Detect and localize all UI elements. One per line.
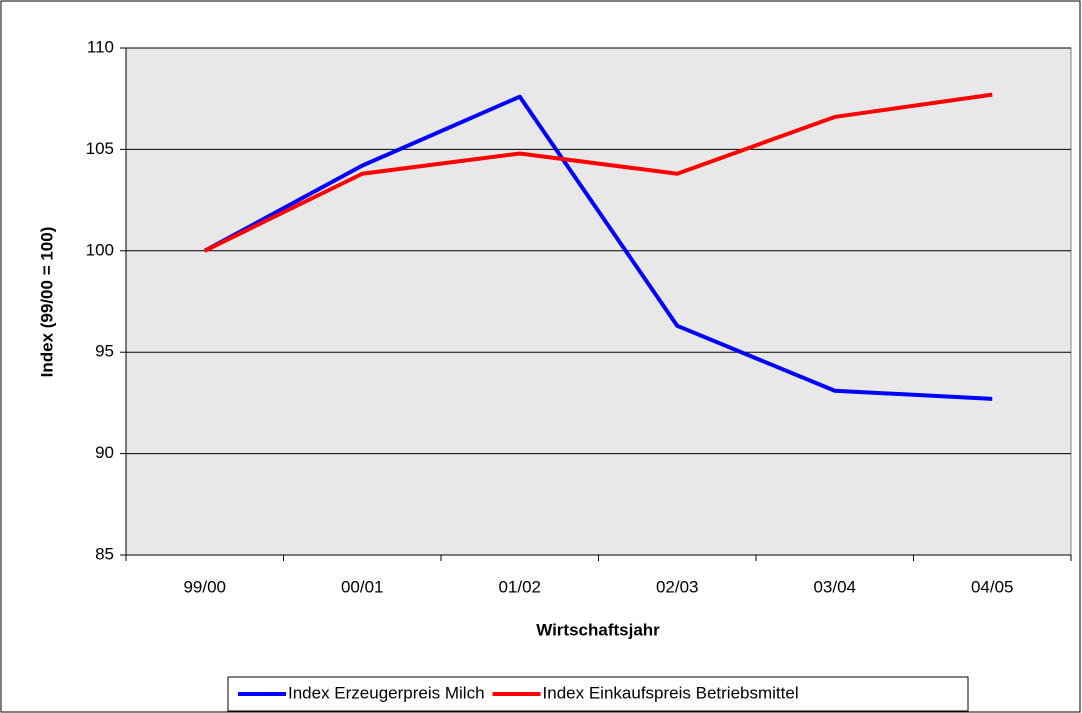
x-tick-label: 01/02: [498, 577, 541, 596]
y-tick-label: 95: [95, 342, 114, 361]
x-tick-label: 04/05: [971, 577, 1014, 596]
y-tick-label: 100: [86, 240, 114, 259]
y-tick-label: 110: [87, 37, 114, 56]
y-tick-label: 105: [86, 139, 114, 158]
legend-label: Index Erzeugerpreis Milch: [288, 683, 485, 702]
x-tick-label: 00/01: [341, 577, 384, 596]
legend: [227, 676, 969, 712]
plot-area: [125, 47, 1072, 556]
y-tick-label: 85: [95, 544, 114, 563]
x-tick-label: 02/03: [656, 577, 699, 596]
y-axis-label: Index (99/00 = 100): [37, 227, 56, 378]
y-tick-label: 90: [95, 443, 114, 462]
x-tick-label: 03/04: [813, 577, 856, 596]
line-series: [203, 92, 993, 253]
legend-label: Index Einkaufspreis Betriebsmittel: [543, 683, 799, 702]
x-axis-label: Wirtschaftsjahr: [536, 620, 660, 639]
line-series: [203, 94, 993, 401]
x-tick-label: 99/00: [183, 577, 226, 596]
